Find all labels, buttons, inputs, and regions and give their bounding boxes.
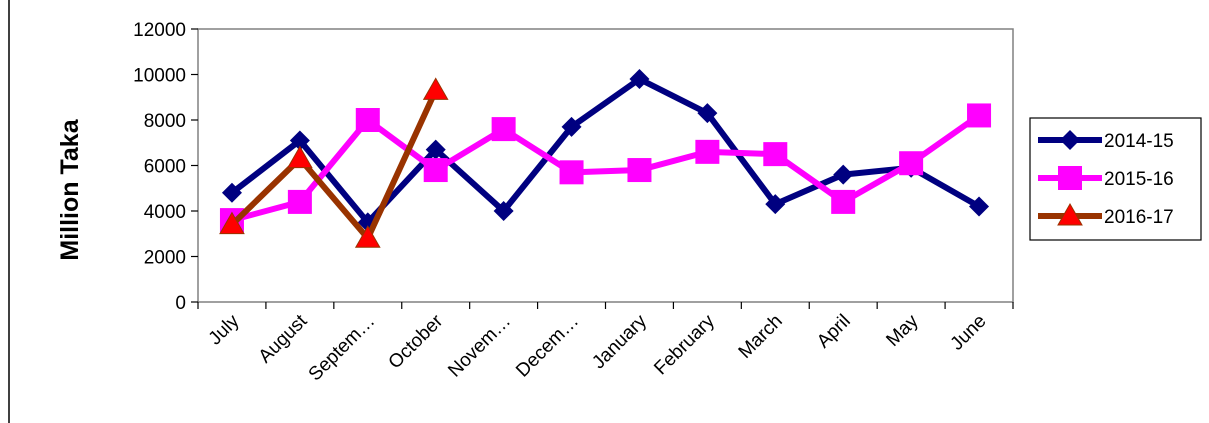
legend-item: 2014-15	[1038, 130, 1174, 152]
data-point	[559, 160, 584, 185]
y-tick-label: 6000	[144, 157, 186, 178]
legend-swatch-marker	[1058, 166, 1082, 190]
data-point	[287, 145, 313, 169]
legend-item: 2016-17	[1038, 202, 1174, 228]
x-tick-label: Septem…	[305, 311, 380, 386]
data-point	[491, 117, 516, 142]
x-tick-label: October	[385, 310, 448, 373]
data-point	[219, 211, 245, 235]
legend-label: 2015-16	[1104, 169, 1174, 190]
data-point	[629, 69, 650, 90]
x-tick-label: August	[255, 310, 312, 367]
data-point	[763, 142, 788, 167]
data-point	[831, 189, 856, 214]
legend-items: 2014-15 2015-16 2016-17	[1038, 130, 1174, 228]
data-point	[697, 103, 718, 124]
x-tick-label: March	[735, 311, 787, 363]
x-tick-label: June	[947, 311, 991, 355]
series-2015-16	[219, 103, 992, 233]
y-tick-label: 10000	[133, 66, 186, 87]
data-point	[221, 182, 242, 203]
series-line	[230, 76, 981, 226]
series-2014-15	[221, 69, 990, 233]
x-tick-label: May	[882, 310, 923, 351]
data-point	[765, 194, 786, 215]
data-point	[833, 164, 854, 185]
data-point	[289, 130, 310, 151]
x-tick-label: Novem…	[444, 311, 515, 382]
y-axis-label: Million Taka	[56, 118, 84, 260]
x-tick-label: Decem…	[512, 311, 583, 382]
data-point	[967, 103, 992, 128]
y-tick-label: 4000	[144, 202, 186, 223]
x-tick-label: July	[205, 310, 244, 349]
series-layer	[219, 69, 992, 248]
legend-label: 2016-17	[1104, 207, 1174, 228]
y-tick-label: 0	[175, 293, 186, 314]
x-tick-label: February	[650, 310, 719, 379]
series-2016-17	[219, 77, 449, 248]
data-point	[287, 189, 312, 214]
data-point	[493, 201, 514, 221]
legend-swatch-marker	[1060, 130, 1080, 150]
data-point	[899, 151, 924, 176]
y-tick-label: 12000	[133, 20, 186, 41]
data-point	[627, 158, 652, 183]
data-point	[355, 108, 380, 132]
data-point	[561, 116, 582, 137]
legend-swatch-marker	[1057, 202, 1083, 226]
y-tick-label: 8000	[144, 111, 186, 132]
y-tick-label: 2000	[144, 248, 186, 269]
x-tick-label: April	[813, 311, 855, 353]
y-axis: 0 2000 4000 6000 8000 10000 12000	[133, 20, 198, 314]
x-tick-label: January	[588, 310, 651, 373]
data-point	[354, 225, 381, 248]
legend-label: 2014-15	[1104, 131, 1174, 152]
legend-item: 2015-16	[1038, 166, 1174, 190]
data-point	[425, 139, 446, 160]
data-point	[423, 158, 448, 183]
data-point	[422, 77, 449, 100]
data-point	[695, 139, 720, 164]
series-line	[229, 89, 439, 242]
data-point	[969, 196, 990, 217]
